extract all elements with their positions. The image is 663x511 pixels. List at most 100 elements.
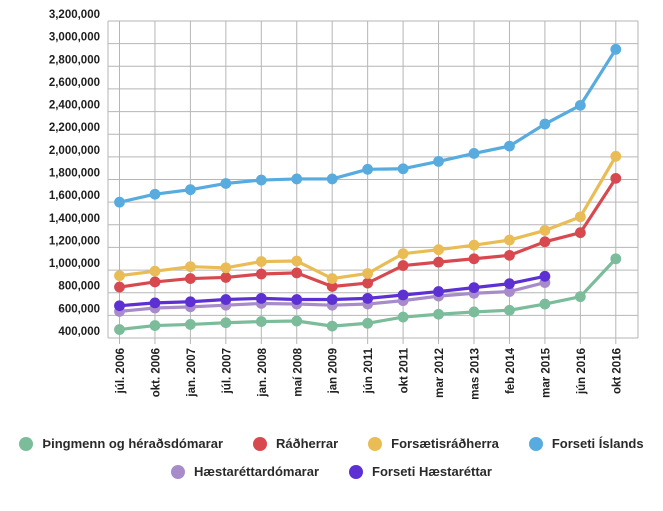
data-point[interactable] [504, 140, 515, 152]
y-axis-label: 2,000,000 [49, 145, 100, 157]
data-point[interactable] [610, 253, 622, 265]
data-point[interactable] [114, 196, 125, 208]
data-point[interactable] [468, 253, 480, 265]
data-point[interactable] [397, 289, 409, 301]
data-point[interactable] [291, 255, 303, 267]
legend-label: Hæstaréttardómarar [194, 464, 320, 479]
data-point[interactable] [255, 268, 267, 280]
data-point[interactable] [539, 118, 551, 130]
data-point[interactable] [220, 262, 232, 274]
legend-item-5[interactable]: Forseti Hæstaréttar [349, 464, 492, 479]
data-point[interactable] [397, 163, 409, 175]
legend-dot-icon [349, 464, 364, 479]
data-point[interactable] [574, 99, 586, 111]
legend-item-1[interactable]: Ráðherrar [253, 436, 338, 451]
data-point[interactable] [185, 319, 196, 330]
x-axis-label: mar 2015 [540, 347, 552, 397]
data-point[interactable] [185, 261, 196, 273]
data-point[interactable] [291, 315, 303, 327]
y-axis-label: 1,200,000 [49, 235, 100, 247]
y-axis-label: 2,400,000 [49, 100, 100, 112]
data-point[interactable] [433, 244, 444, 256]
data-point[interactable] [539, 298, 551, 310]
data-point[interactable] [504, 234, 515, 246]
data-point[interactable] [291, 173, 303, 185]
y-axis-label: 1,000,000 [49, 258, 100, 270]
data-point[interactable] [149, 276, 161, 288]
data-point[interactable] [255, 174, 267, 186]
data-point[interactable] [468, 239, 480, 251]
legend-item-3[interactable]: Forseti Íslands [528, 436, 644, 451]
data-point[interactable] [468, 306, 480, 318]
data-point[interactable] [326, 294, 338, 305]
data-point[interactable] [539, 225, 551, 236]
legend-item-4[interactable]: Hæstaréttardómarar [171, 464, 319, 479]
data-point[interactable] [574, 291, 586, 303]
data-point[interactable] [291, 267, 303, 279]
data-point[interactable] [114, 324, 125, 335]
data-point[interactable] [220, 294, 232, 305]
y-axis-label: 1,400,000 [49, 213, 100, 225]
data-point[interactable] [574, 211, 586, 223]
legend-row-1: Þingmenn og héraðsdómarar Ráðherrar Forsæt… [0, 436, 663, 451]
data-point[interactable] [362, 317, 374, 329]
data-point[interactable] [362, 292, 374, 304]
data-point[interactable] [504, 249, 515, 261]
data-point[interactable] [397, 260, 409, 271]
data-point[interactable] [326, 281, 338, 292]
data-point[interactable] [362, 268, 374, 279]
data-point[interactable] [149, 265, 161, 277]
y-axis-label: 1,600,000 [49, 190, 100, 202]
y-axis-label: 3,200,000 [49, 9, 100, 21]
data-point[interactable] [114, 300, 125, 312]
data-point[interactable] [326, 320, 338, 332]
data-point[interactable] [610, 150, 622, 162]
data-point[interactable] [574, 227, 586, 239]
data-point[interactable] [433, 256, 444, 268]
data-point[interactable] [185, 184, 196, 196]
data-point[interactable] [610, 172, 622, 184]
data-point[interactable] [504, 278, 515, 290]
data-point[interactable] [362, 163, 374, 175]
y-axis-label: 800,000 [58, 281, 100, 293]
data-point[interactable] [185, 296, 196, 308]
data-point[interactable] [468, 148, 480, 159]
data-point[interactable] [539, 236, 551, 248]
data-point[interactable] [539, 270, 551, 282]
data-point[interactable] [185, 273, 196, 284]
data-point[interactable] [255, 256, 267, 267]
data-point[interactable] [255, 316, 267, 327]
data-point[interactable] [610, 43, 622, 55]
data-point[interactable] [433, 155, 444, 167]
legend-item-0[interactable]: Þingmenn og héraðsdómarar [19, 436, 223, 451]
x-axis-label: jan. 2008 [257, 347, 269, 397]
data-point[interactable] [326, 173, 338, 185]
data-point[interactable] [255, 292, 267, 304]
data-point[interactable] [114, 270, 125, 282]
data-point[interactable] [433, 308, 444, 320]
data-point[interactable] [114, 281, 125, 293]
data-point[interactable] [220, 178, 232, 189]
data-point[interactable] [468, 282, 480, 294]
data-point[interactable] [326, 273, 338, 284]
data-point[interactable] [504, 304, 515, 316]
x-axis-label: júl. 2007 [221, 348, 233, 394]
data-point[interactable] [291, 294, 303, 305]
legend-item-2[interactable]: Forsætisráðherra [368, 436, 499, 451]
data-point[interactable] [433, 286, 444, 297]
x-axis-label: júl. 2006 [115, 348, 127, 394]
data-point[interactable] [149, 297, 161, 309]
data-point[interactable] [362, 277, 374, 289]
data-point[interactable] [149, 188, 161, 200]
data-point[interactable] [149, 320, 161, 331]
x-axis-label: okt. 2006 [150, 348, 162, 397]
x-axis-label: okt 2011 [399, 347, 411, 393]
legend-dot-icon [253, 436, 268, 451]
data-point[interactable] [220, 317, 232, 329]
data-point[interactable] [397, 311, 409, 323]
data-point[interactable] [220, 272, 232, 283]
data-point[interactable] [504, 286, 515, 297]
data-point[interactable] [397, 248, 409, 260]
legend-label: Forsætisráðherra [391, 436, 499, 451]
y-axis-label: 600,000 [58, 303, 100, 315]
